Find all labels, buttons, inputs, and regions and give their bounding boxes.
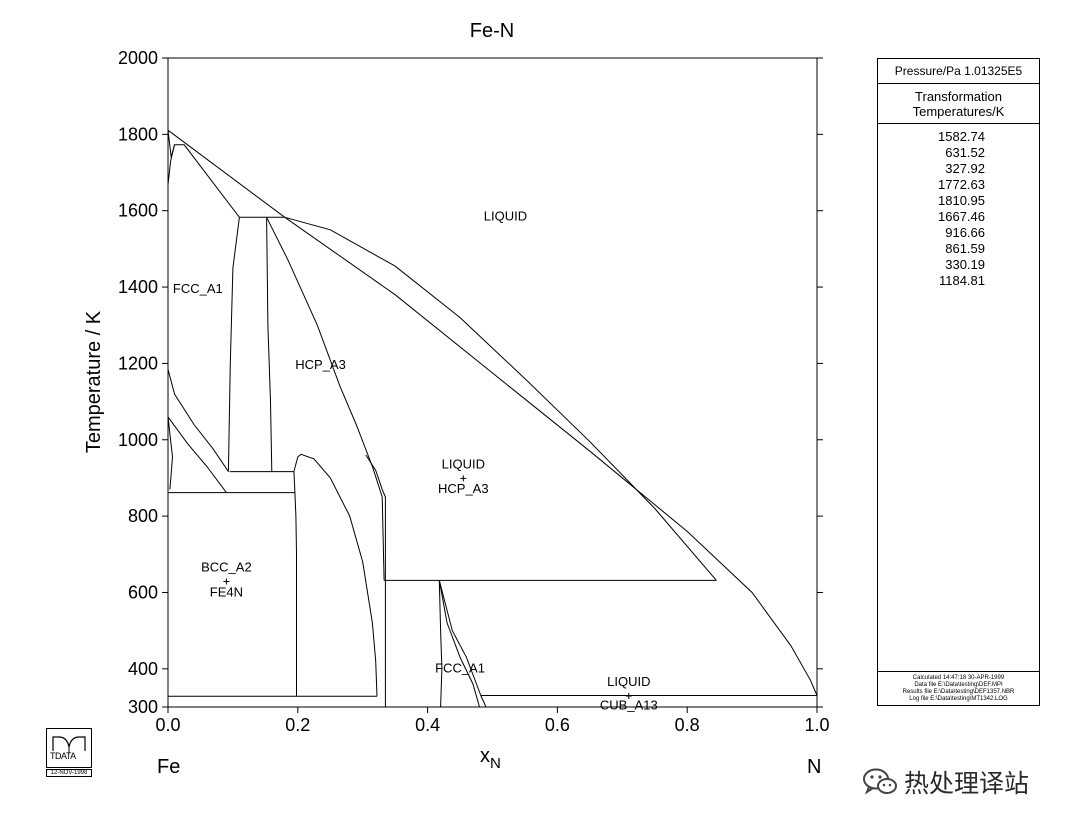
plot-frame (167, 57, 818, 708)
y-tick-label: 800 (128, 506, 158, 526)
y-tick-label: 300 (128, 697, 158, 717)
transformation-temperature: 327.92 (945, 161, 985, 176)
transformation-temperature: 1582.74 (938, 129, 985, 144)
logo-mark-icon (52, 736, 86, 753)
transformation-temperature: 631.52 (945, 145, 985, 160)
x-right-element-label: N (807, 756, 821, 778)
x-tick-label: 0.6 (545, 715, 570, 735)
x-tick-label: 0.4 (415, 715, 440, 735)
x-tick-label: 0.8 (675, 715, 700, 735)
tt-header-line1: Transformation (915, 88, 1002, 104)
phase-boundary-4 (167, 369, 229, 472)
region-label: BCC_A2 (201, 559, 252, 574)
y-tick-label: 1000 (118, 430, 158, 450)
x-axis-title-sub: N (490, 755, 501, 772)
y-tick-label: 1600 (118, 201, 158, 221)
transformation-temperature: 1667.46 (938, 209, 985, 224)
x-tick-label: 1.0 (804, 715, 829, 735)
y-tick-label: 1200 (118, 353, 158, 373)
x-axis-title: xN (480, 745, 501, 772)
region-label: LIQUID (607, 674, 650, 689)
region-label: LIQUID (442, 456, 485, 471)
phase-boundary-16 (293, 471, 297, 697)
phase-boundary-13 (284, 216, 717, 581)
region-label: FCC_A1 (435, 661, 485, 676)
calc-info-line: Calculated 14:47:18 30-APR-1999 (912, 675, 1005, 681)
phase-boundary-10 (227, 217, 240, 472)
phase-boundary-11 (266, 217, 273, 472)
calculation-info: Calculated 14:47:18 30-APR-1999 Data file… (878, 671, 1039, 705)
watermark-text: 热处理译站 (904, 769, 1030, 798)
logo-date: 12-NOV-1998 (46, 769, 92, 777)
transformation-temperature: 330.19 (945, 257, 985, 272)
transformation-temperature: 916.66 (945, 225, 985, 240)
region-label: HCP_A3 (438, 481, 489, 496)
logo-box: TDATA (46, 728, 92, 768)
transformation-temperature: 1184.81 (938, 273, 985, 288)
y-tick-label: 2000 (118, 48, 158, 68)
phase-boundary-12 (266, 217, 385, 581)
pressure-label: Pressure/Pa 1.01325E5 (878, 59, 1039, 84)
phase-boundary-17 (365, 454, 386, 707)
phase-boundary-15 (293, 453, 378, 697)
region-labels: LIQUID FCC_A1 HCP_A3 LIQUID HCP_A3 BCC_A2 FE4N… (173, 208, 658, 712)
region-label: FE4N (210, 584, 243, 599)
x-left-element-label: Fe (157, 756, 180, 778)
x-tick-label: 0.2 (285, 715, 310, 735)
region-label: LIQUID (484, 208, 527, 223)
watermark: 热处理译站 (862, 764, 1029, 800)
y-tick-label: 400 (128, 659, 158, 679)
region-cross-marker (625, 693, 632, 700)
phase-boundary-0 (167, 130, 285, 218)
transformation-temperatures-header: Transformation Temperatures/K (878, 84, 1039, 124)
tdata-logo: TDATA 12-NOV-1998 (46, 728, 92, 777)
axis-ticks: 300 400 600 800 1000 1200 1400 1600 1800 2000 0.0 0… (118, 48, 830, 735)
phase-boundary-21 (438, 580, 443, 708)
x-axis-title-main: x (480, 745, 490, 767)
calc-info-line: Log file E:\Data\testing\MT1342.LOG (909, 696, 1008, 702)
transformation-temperature: 1772.63 (938, 177, 985, 192)
transformation-temperatures-list: 1582.74 631.52 327.92 1772.63 1810.95 1667.46… (878, 124, 1039, 289)
transformation-temperature: 861.59 (945, 241, 985, 256)
phase-boundary-7 (167, 416, 227, 493)
region-cross-marker (223, 578, 230, 585)
region-label: CUB_A13 (600, 698, 658, 713)
region-label: HCP_A3 (295, 357, 346, 372)
transformation-temperature: 1810.95 (938, 193, 985, 208)
y-axis-title: Temperature / K (83, 310, 105, 453)
phase-boundary-1 (167, 129, 286, 218)
phase-boundary-2 (167, 144, 175, 186)
phase-boundary-20 (438, 580, 480, 708)
region-cross-marker (460, 475, 467, 482)
x-tick-label: 0.0 (155, 715, 180, 735)
logo-text: TDATA (50, 751, 76, 761)
calc-info-line: Data file E:\Data\testing\DEF.MPI (914, 682, 1003, 688)
tt-header-line2: Temperatures/K (912, 103, 1005, 119)
phase-boundary-22 (438, 580, 482, 696)
region-label: FCC_A1 (173, 281, 223, 296)
phase-boundary-14 (284, 216, 818, 696)
calc-info-line: Results file E:\Data\testing\DEF1357.NBR (902, 689, 1015, 695)
y-tick-label: 1800 (118, 124, 158, 144)
phase-boundary-6 (167, 416, 174, 490)
y-tick-label: 600 (128, 582, 158, 602)
phase-boundary-24 (480, 695, 487, 708)
y-tick-label: 1400 (118, 277, 158, 297)
info-panel: Pressure/Pa 1.01325E5 Transformation Tem… (877, 58, 1040, 706)
wechat-icon (863, 768, 897, 795)
chart-title: Fe-N (470, 20, 514, 42)
